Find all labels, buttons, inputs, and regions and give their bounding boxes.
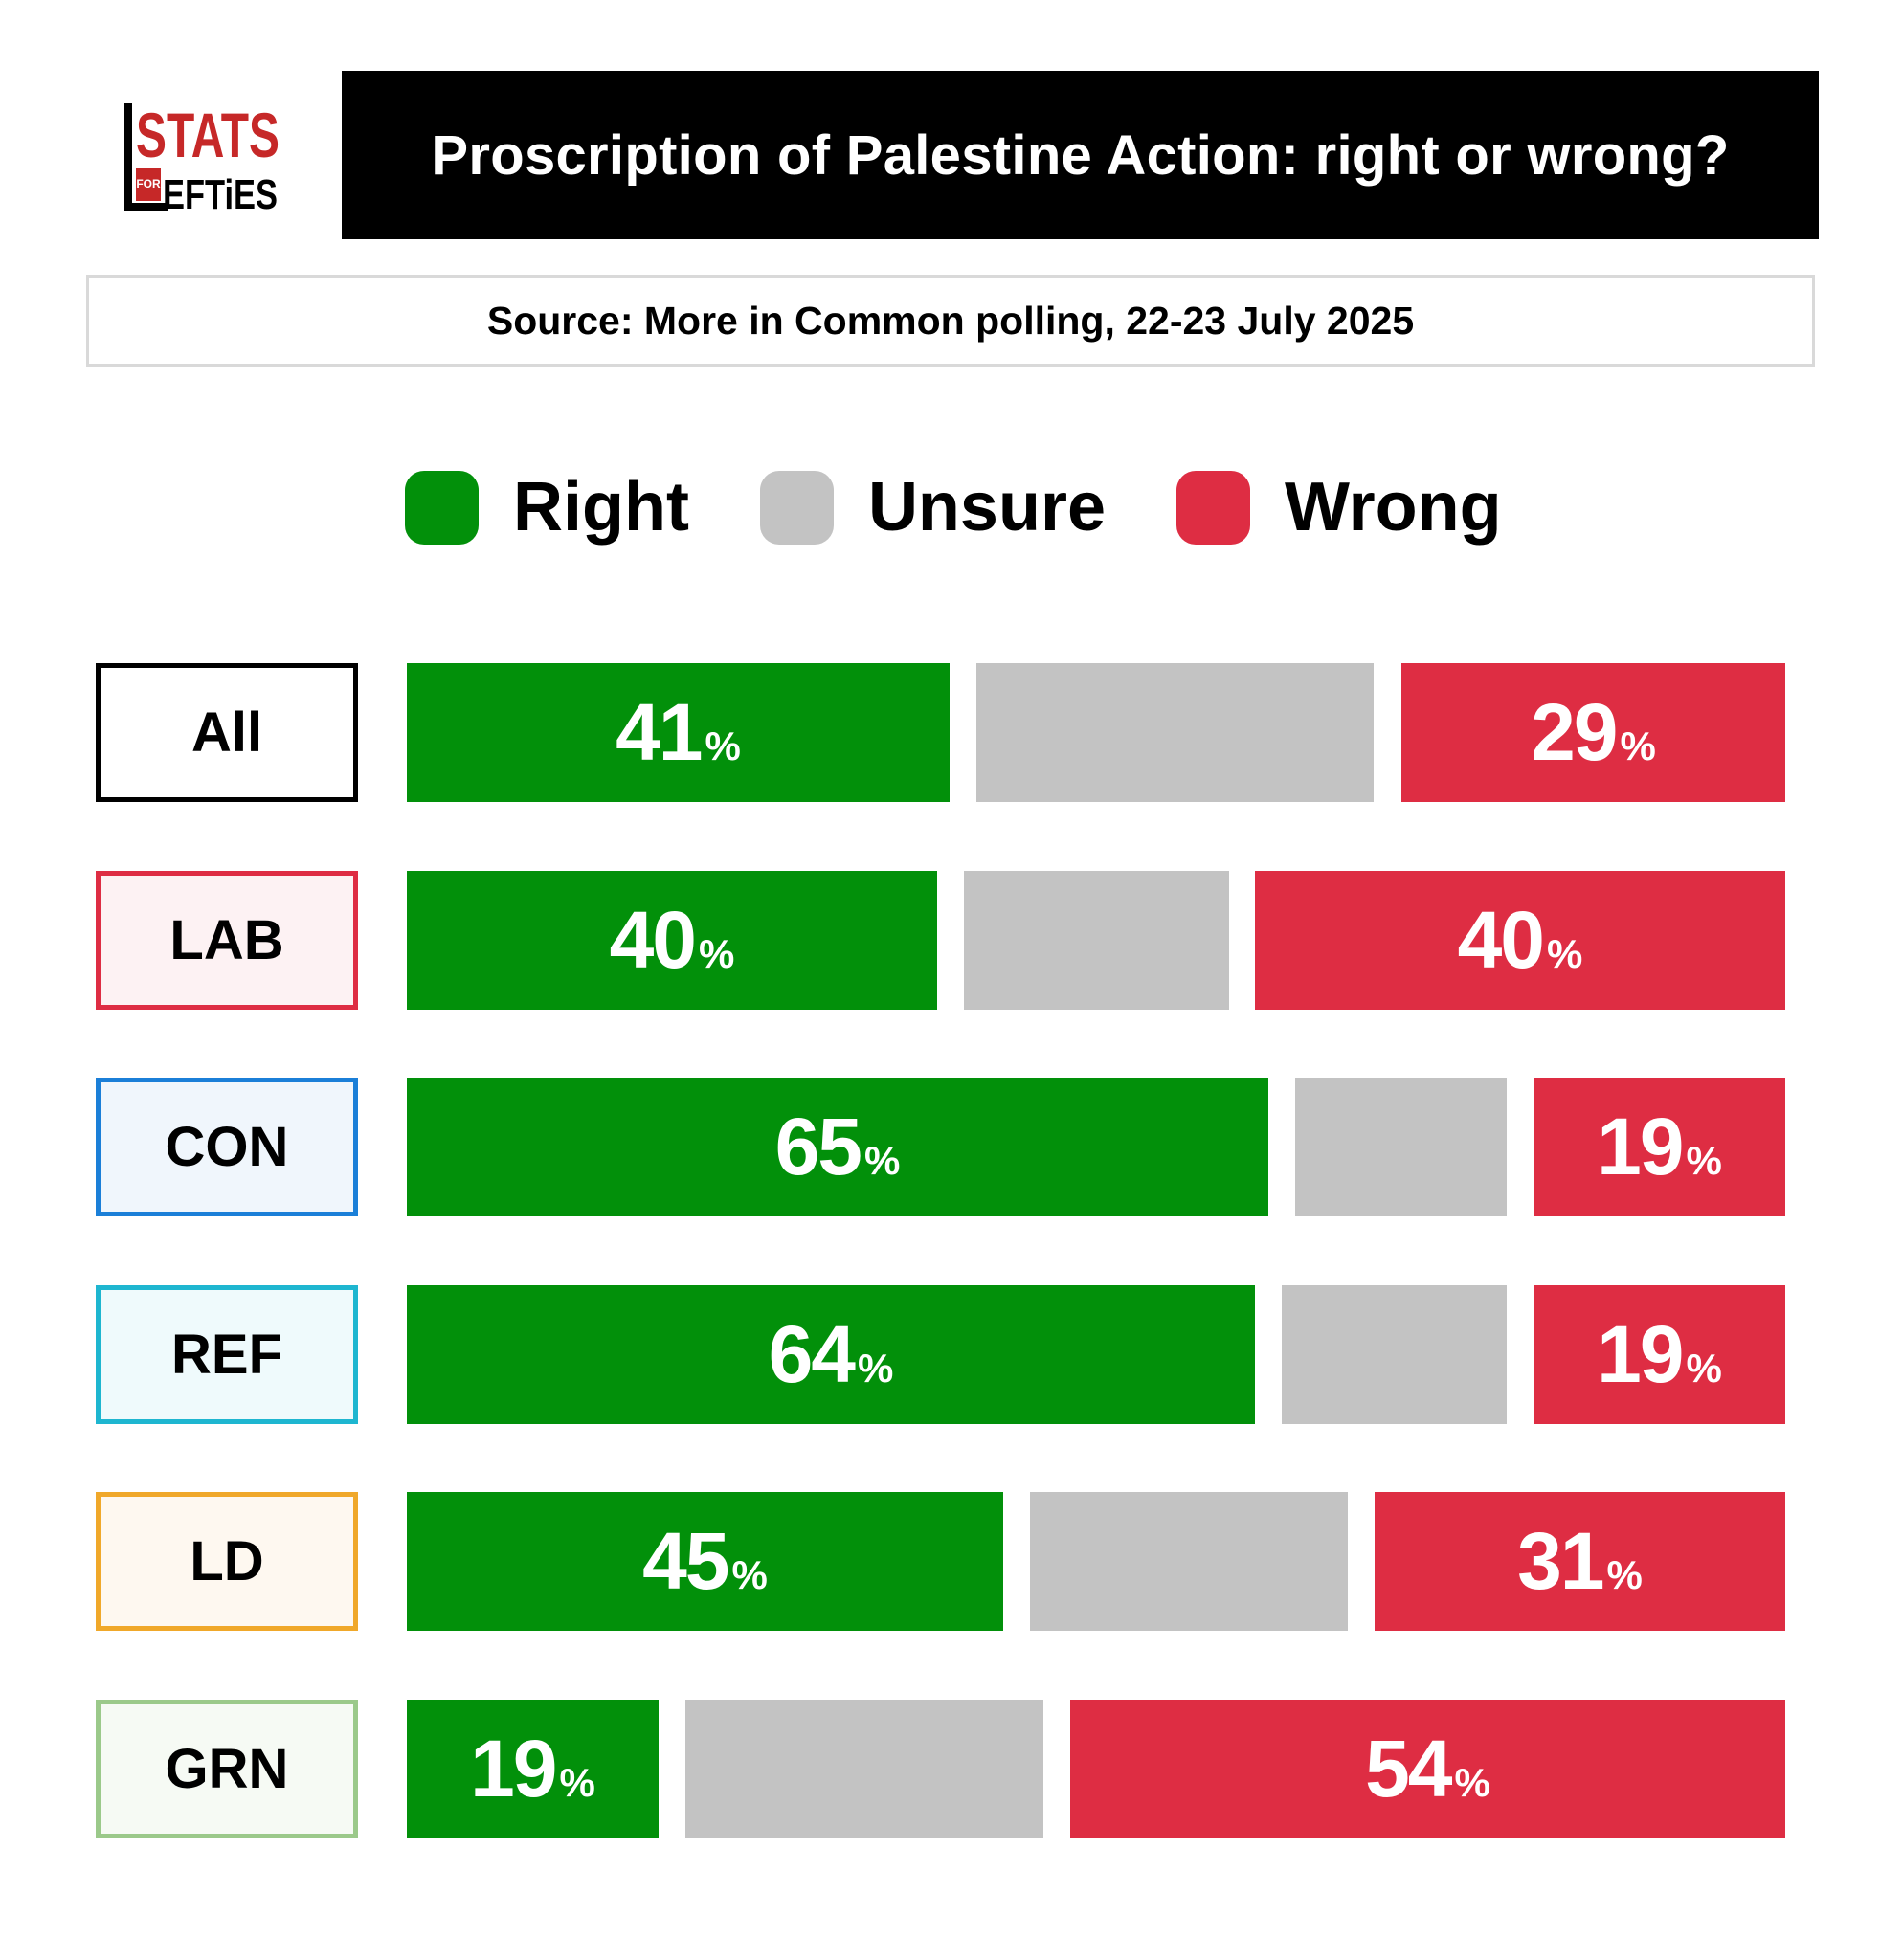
bar-segment-unsure — [976, 663, 1374, 802]
data-label-value: 64 — [768, 1309, 856, 1399]
bar-track: 64% 19% — [407, 1285, 1785, 1424]
bar-segment-wrong: 54% — [1070, 1700, 1785, 1838]
data-label-value: 29 — [1531, 687, 1618, 777]
data-label-percent: % — [705, 723, 741, 768]
legend-item-right: Right — [405, 468, 689, 546]
bar-segment-unsure — [964, 871, 1229, 1010]
legend-label-right: Right — [513, 469, 689, 546]
bar-row-grn: GRN 19% 54% — [0, 1700, 1903, 1838]
bar-segment-unsure — [1282, 1285, 1507, 1424]
row-label: All — [96, 663, 358, 802]
bar-row-all: All 41% 29% — [0, 663, 1903, 802]
bar-row-ref: REF 64% 19% — [0, 1285, 1903, 1424]
data-label-percent: % — [858, 1345, 894, 1391]
data-label-value: 31 — [1517, 1516, 1604, 1606]
data-label-value: 65 — [774, 1102, 862, 1192]
bar-segment-wrong: 19% — [1534, 1078, 1785, 1216]
data-label-value: 41 — [616, 687, 703, 777]
data-label-percent: % — [699, 930, 735, 976]
legend-label-unsure: Unsure — [867, 469, 1106, 546]
stats-for-lefties-logo: STATS FOR EFTiES — [121, 98, 283, 220]
data-label-percent: % — [864, 1137, 901, 1183]
data-label-percent: % — [1547, 930, 1583, 976]
chart-title: Proscription of Palestine Action: right … — [342, 71, 1819, 239]
bar-row-lab: LAB 40% 40% — [0, 871, 1903, 1010]
legend-item-unsure: Unsure — [759, 468, 1106, 546]
bar-segment-right: 19% — [407, 1700, 659, 1838]
data-label-value: 19 — [470, 1724, 557, 1814]
data-label-value: 40 — [609, 895, 697, 985]
row-label: CON — [96, 1078, 358, 1216]
data-label-percent: % — [731, 1551, 768, 1597]
source-note: Source: More in Common polling, 22-23 Ju… — [86, 275, 1815, 367]
svg-text:EFTiES: EFTiES — [163, 171, 278, 218]
legend-item-wrong: Wrong — [1176, 468, 1502, 546]
bar-row-con: CON 65% 19% — [0, 1078, 1903, 1216]
bar-track: 45% 31% — [407, 1492, 1785, 1631]
legend-label-wrong: Wrong — [1285, 469, 1502, 546]
bar-segment-right: 40% — [407, 871, 937, 1010]
data-label-percent: % — [1454, 1759, 1490, 1805]
bar-track: 19% 54% — [407, 1700, 1785, 1838]
bar-row-ld: LD 45% 31% — [0, 1492, 1903, 1631]
data-label-percent: % — [1606, 1551, 1643, 1597]
bar-segment-unsure — [1030, 1492, 1348, 1631]
svg-text:STATS: STATS — [136, 100, 280, 170]
data-label-value: 40 — [1457, 895, 1545, 985]
svg-text:FOR: FOR — [136, 177, 161, 190]
bar-track: 65% 19% — [407, 1078, 1785, 1216]
row-label: GRN — [96, 1700, 358, 1838]
bar-segment-right: 64% — [407, 1285, 1255, 1424]
bar-segment-wrong: 31% — [1375, 1492, 1785, 1631]
bar-segment-right: 45% — [407, 1492, 1003, 1631]
bar-track: 41% 29% — [407, 663, 1785, 802]
data-label-value: 54 — [1365, 1724, 1452, 1814]
bar-segment-wrong: 29% — [1401, 663, 1785, 802]
legend: Right Unsure Wrong — [405, 469, 1573, 546]
bar-track: 40% 40% — [407, 871, 1785, 1010]
data-label-percent: % — [559, 1759, 595, 1805]
row-label: LD — [96, 1492, 358, 1631]
data-label-percent: % — [1620, 723, 1656, 768]
bar-segment-right: 65% — [407, 1078, 1268, 1216]
data-label-value: 19 — [1597, 1102, 1684, 1192]
data-label-value: 45 — [642, 1516, 729, 1606]
bar-segment-unsure — [685, 1700, 1043, 1838]
bar-segment-wrong: 40% — [1255, 871, 1785, 1010]
data-label-percent: % — [1686, 1345, 1722, 1391]
row-label: LAB — [96, 871, 358, 1010]
row-label: REF — [96, 1285, 358, 1424]
bar-segment-wrong: 19% — [1534, 1285, 1785, 1424]
bar-segment-right: 41% — [407, 663, 950, 802]
legend-swatch-right — [405, 470, 479, 545]
data-label-percent: % — [1686, 1137, 1722, 1183]
data-label-value: 19 — [1597, 1309, 1684, 1399]
legend-swatch-wrong — [1176, 470, 1250, 545]
legend-swatch-unsure — [759, 470, 834, 545]
bar-segment-unsure — [1295, 1078, 1507, 1216]
